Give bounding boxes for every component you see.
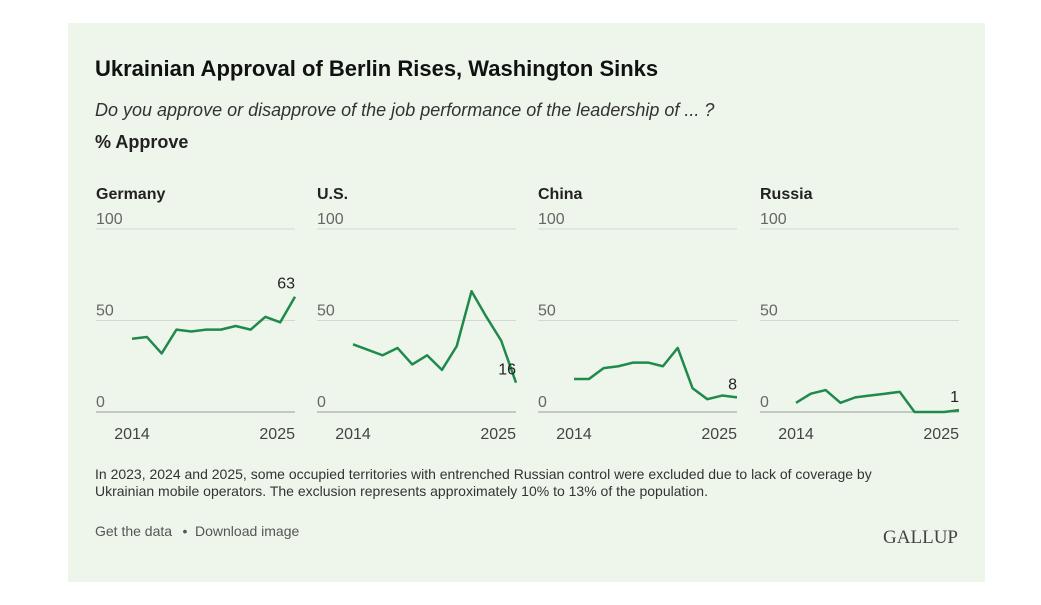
panel-title: China <box>538 186 583 203</box>
link[interactable]: Download image <box>195 523 299 539</box>
panel-title: Russia <box>760 186 813 203</box>
x-tick-label: 2025 <box>259 426 295 443</box>
x-tick-label: 2014 <box>335 426 371 443</box>
panel-title: Germany <box>96 186 165 203</box>
x-tick-label: 2025 <box>923 426 959 443</box>
y-tick-label: 50 <box>317 303 335 320</box>
logo: GALLUP <box>883 527 958 548</box>
x-tick-label: 2025 <box>701 426 737 443</box>
footnote: In 2023, 2024 and 2025, some occupied te… <box>95 466 872 499</box>
x-tick-label: 2014 <box>114 426 150 443</box>
chart-title: Ukrainian Approval of Berlin Rises, Wash… <box>95 56 658 81</box>
y-tick-label: 50 <box>760 303 778 320</box>
separator: • <box>183 523 188 539</box>
link[interactable]: Get the data <box>95 523 172 539</box>
data-label: 16 <box>498 362 516 379</box>
y-tick-label: 50 <box>538 303 556 320</box>
data-label: 1 <box>950 389 959 406</box>
x-tick-label: 2025 <box>480 426 516 443</box>
line <box>795 388 960 414</box>
panel-title: U.S. <box>317 186 348 203</box>
subtitle: Do you approve or disapprove of the job … <box>95 100 714 120</box>
y-label: % Approve <box>95 132 188 152</box>
y-tick-label: 0 <box>96 394 105 411</box>
line <box>352 289 518 384</box>
panel <box>68 23 985 582</box>
line <box>131 296 297 355</box>
y-tick-label: 0 <box>760 394 769 411</box>
y-tick-label: 100 <box>96 211 123 228</box>
line <box>574 346 738 401</box>
y-tick-label: 0 <box>538 394 547 411</box>
y-tick-label: 100 <box>317 211 344 228</box>
data-label: 8 <box>728 376 737 393</box>
x-tick-label: 2014 <box>556 426 592 443</box>
x-tick-label: 2014 <box>778 426 814 443</box>
y-tick-label: 100 <box>760 211 787 228</box>
y-tick-label: 100 <box>538 211 565 228</box>
footnote-box: In 2023, 2024 and 2025, some occupied te… <box>95 466 872 499</box>
y-tick-label: 0 <box>317 394 326 411</box>
y-tick-label: 50 <box>96 303 114 320</box>
data-label: 63 <box>277 276 295 293</box>
